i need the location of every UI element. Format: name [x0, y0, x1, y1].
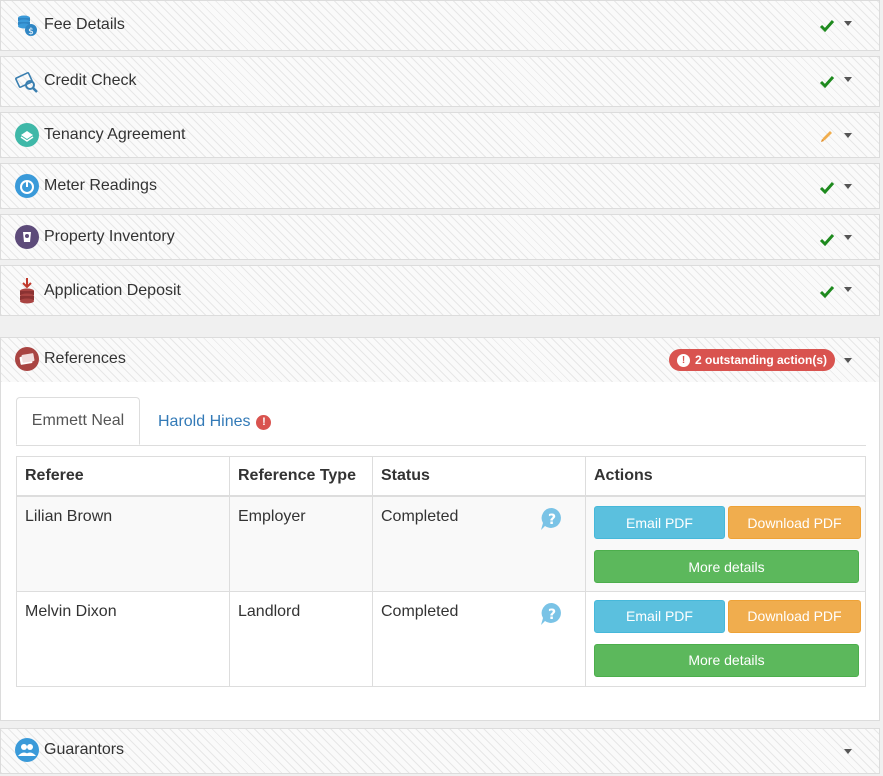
- table-row: Lilian Brown Employer Completed ? Email …: [16, 495, 866, 592]
- chevron-down-icon[interactable]: [844, 77, 852, 82]
- check-icon: [819, 234, 835, 247]
- users-icon: [15, 738, 39, 762]
- references-table: Referee Reference Type Status Actions Li…: [16, 456, 866, 687]
- chevron-down-icon[interactable]: [844, 235, 852, 240]
- reference-type-cell: Employer: [229, 495, 373, 592]
- svg-text:?: ?: [548, 607, 556, 623]
- coins-icon: $: [18, 15, 37, 37]
- chevron-down-icon[interactable]: [844, 184, 852, 189]
- credit-check-icon: [15, 72, 38, 93]
- panel-title: Credit Check: [44, 72, 137, 89]
- panel-credit-check[interactable]: Credit Check: [0, 56, 880, 107]
- email-pdf-button[interactable]: Email PDF: [594, 506, 725, 539]
- column-header: Actions: [585, 456, 866, 497]
- meter-icon: [15, 174, 39, 198]
- more-details-button[interactable]: More details: [594, 550, 859, 583]
- referee-tabs: Emmett Neal Harold Hines !: [16, 397, 866, 446]
- panel-property-inventory[interactable]: Property Inventory: [0, 214, 880, 260]
- email-pdf-button[interactable]: Email PDF: [594, 599, 725, 633]
- panel-title: Tenancy Agreement: [44, 126, 186, 143]
- referee-cell: Lilian Brown: [16, 495, 230, 592]
- chevron-down-icon[interactable]: [844, 21, 852, 26]
- check-icon: [819, 182, 835, 195]
- panel-title: Fee Details: [44, 16, 125, 33]
- chevron-down-icon[interactable]: [844, 133, 852, 138]
- chevron-down-icon[interactable]: [844, 287, 852, 292]
- references-icon: [15, 347, 39, 371]
- chevron-down-icon[interactable]: [844, 749, 852, 754]
- panel-fee-details[interactable]: $ Fee Details: [0, 0, 880, 51]
- check-icon: [819, 20, 835, 33]
- column-header: Status: [372, 456, 586, 497]
- panel-meter-readings[interactable]: Meter Readings: [0, 163, 880, 209]
- chevron-down-icon[interactable]: [844, 358, 852, 363]
- inventory-icon: [15, 225, 39, 249]
- help-bubble-icon[interactable]: ?: [540, 507, 564, 531]
- deposit-icon: [20, 278, 34, 304]
- agreement-icon: [15, 123, 39, 147]
- warning-icon: !: [256, 414, 272, 430]
- svg-text:$: $: [28, 27, 34, 37]
- tab-emmett-neal[interactable]: Emmett Neal: [16, 397, 140, 445]
- panel-title: Guarantors: [44, 741, 125, 758]
- panel-title: Property Inventory: [44, 228, 175, 245]
- pencil-icon: [821, 131, 832, 142]
- panel-application-deposit[interactable]: Application Deposit: [0, 265, 880, 316]
- svg-text:?: ?: [548, 512, 556, 528]
- actions-cell: Email PDF Download PDF More details: [585, 590, 866, 687]
- alert-icon: !: [677, 353, 690, 367]
- panel-title: References: [44, 350, 126, 367]
- tab-harold-hines[interactable]: Harold Hines !: [158, 413, 272, 431]
- panel-guarantors[interactable]: Guarantors: [0, 728, 880, 774]
- download-pdf-button[interactable]: Download PDF: [728, 599, 861, 633]
- status-cell: Completed ?: [372, 590, 586, 687]
- panel-references[interactable]: References ! 2 outstanding action(s): [0, 337, 880, 383]
- references-body: Emmett Neal Harold Hines ! Referee Refer…: [0, 382, 880, 721]
- panel-title: Meter Readings: [44, 177, 157, 194]
- column-header: Referee: [16, 456, 230, 497]
- actions-cell: Email PDF Download PDF More details: [585, 495, 866, 592]
- status-cell: Completed ?: [372, 495, 586, 592]
- panel-tenancy-agreement[interactable]: Tenancy Agreement: [0, 112, 880, 158]
- download-pdf-button[interactable]: Download PDF: [728, 506, 861, 539]
- more-details-button[interactable]: More details: [594, 643, 859, 677]
- table-row: Melvin Dixon Landlord Completed ? Email …: [16, 590, 866, 687]
- help-bubble-icon[interactable]: ?: [540, 602, 564, 626]
- reference-type-cell: Landlord: [229, 590, 373, 687]
- check-icon: [819, 286, 835, 299]
- column-header: Reference Type: [229, 456, 373, 497]
- outstanding-actions-badge: ! 2 outstanding action(s): [669, 349, 835, 371]
- referee-cell: Melvin Dixon: [16, 590, 230, 687]
- panel-title: Application Deposit: [44, 282, 181, 299]
- check-icon: [819, 76, 835, 89]
